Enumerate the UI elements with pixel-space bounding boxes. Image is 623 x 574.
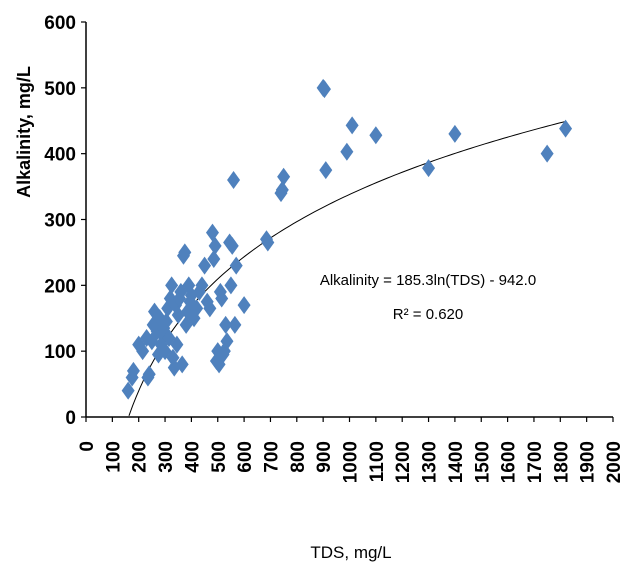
x-tick-label: 300 [156,441,177,473]
x-tick-label: 1200 [393,441,414,483]
x-tick-label: 1300 [420,441,441,483]
trendline-equation: Alkalinity = 185.3ln(TDS) - 942.0 [320,272,536,289]
data-point [225,236,239,255]
x-tick-label: 1400 [446,441,467,483]
data-point [190,299,204,318]
data-point [317,80,331,99]
x-tick-label: 1700 [525,441,546,483]
data-point [142,365,156,384]
x-tick-label: 1900 [578,441,599,483]
x-tick-label: 1500 [472,441,493,483]
data-point [198,256,212,275]
data-point [422,159,436,178]
data-point [121,381,135,400]
x-axis-title: TDS, mg/L [310,543,391,562]
data-point [275,180,289,199]
r-squared-label: R² = 0.620 [393,306,463,323]
data-point [170,335,184,354]
x-axis-ticks: 0 100 200 300 400 500 600 700 800 900 1000 1100 1200… [77,417,623,483]
data-point [224,276,238,295]
x-tick-label: 2000 [604,441,623,483]
x-tick-label: 200 [130,441,151,473]
data-point [237,296,251,315]
data-point [165,276,179,295]
data-point [261,233,275,252]
y-tick-label: 300 [44,211,76,232]
data-point [448,124,462,143]
data-point [207,250,221,268]
data-point [227,171,241,189]
x-tick-label: 600 [235,441,256,473]
data-point [215,289,229,308]
data-point [540,144,554,163]
x-tick-label: 1100 [367,441,388,482]
y-tick-label: 200 [44,276,76,297]
data-point [195,276,209,295]
data-point [219,315,233,334]
data-point [159,312,173,331]
data-point [369,126,383,145]
data-point [559,119,573,138]
x-tick-label: 1800 [551,441,572,483]
y-tick-label: 600 [44,13,76,34]
data-point [178,243,192,262]
data-point [203,299,217,318]
data-point [171,305,185,324]
data-point [175,355,189,374]
data-point [228,315,242,334]
data-point [319,161,333,180]
data-point [136,342,150,361]
data-points [121,78,573,400]
data-point [229,256,243,275]
data-point [205,223,219,242]
data-point [220,332,234,351]
x-tick-label: 700 [261,441,282,473]
x-tick-label: 800 [288,441,309,473]
y-tick-label: 0 [65,408,76,429]
y-tick-label: 500 [44,79,76,100]
y-tick-label: 100 [44,342,76,363]
x-tick-label: 500 [209,441,230,473]
x-tick-label: 0 [77,441,98,452]
x-tick-label: 100 [103,441,124,473]
data-point [126,361,140,380]
x-tick-label: 400 [182,441,203,473]
x-tick-label: 1000 [341,441,362,483]
data-point [208,236,222,255]
data-point [345,116,359,135]
y-axis-ticks: 0 100 200 300 400 500 600 [44,13,86,429]
y-tick-label: 400 [44,145,76,166]
x-tick-label: 1600 [499,441,520,483]
data-point [277,167,291,186]
x-tick-label: 900 [314,441,335,473]
trendline [128,120,566,416]
data-point [340,142,354,161]
y-axis-title: Alkalinity, mg/L [14,66,34,198]
